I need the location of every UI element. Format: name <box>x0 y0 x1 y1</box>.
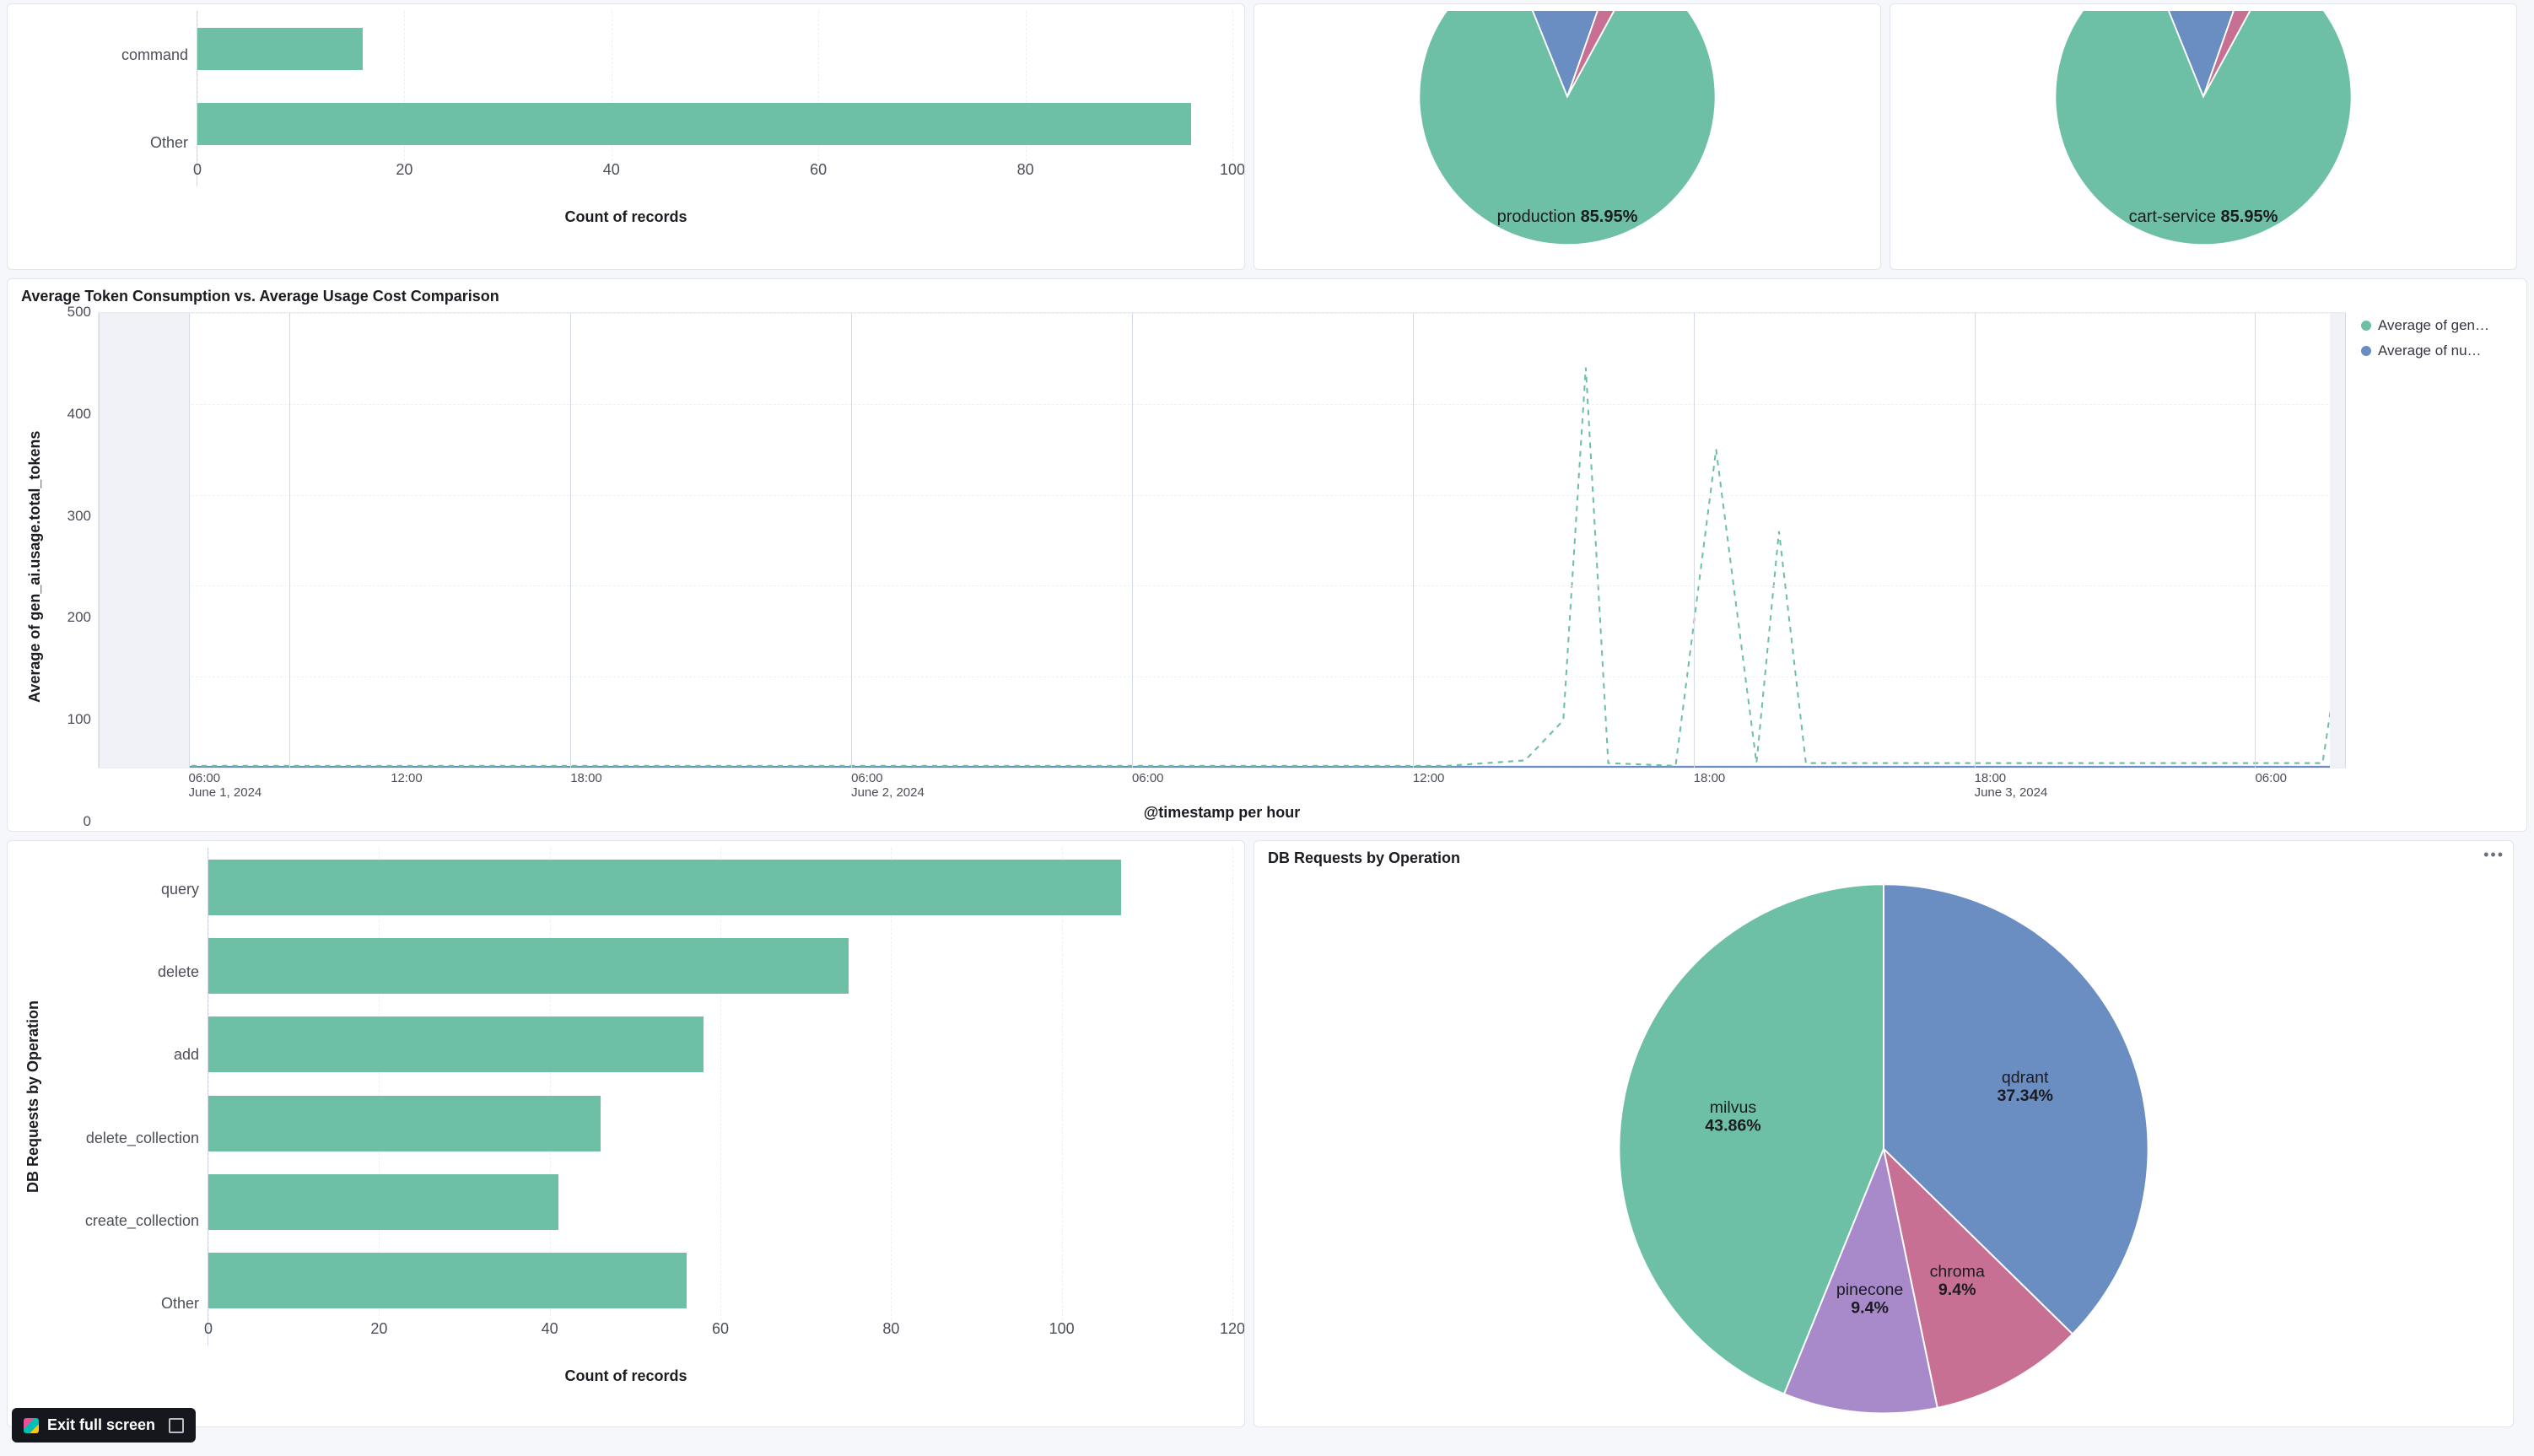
bar <box>208 1174 558 1230</box>
line-legend: Average of gen… Average of nu… <box>2346 312 2515 822</box>
svg-text:9.4%: 9.4% <box>1851 1299 1889 1318</box>
xtick: 06:00 <box>2255 771 2287 785</box>
xtick: 06:00June 2, 2024 <box>851 771 925 800</box>
kibana-logo-icon <box>24 1418 39 1433</box>
svg-text:9.4%: 9.4% <box>1938 1281 1976 1299</box>
xtick: 18:00 <box>1694 771 1726 785</box>
bar <box>208 1253 687 1308</box>
middle-row: Average Token Consumption vs. Average Us… <box>7 278 2527 832</box>
line-series <box>99 313 2345 768</box>
bottom-pie-title: DB Requests by Operation <box>1268 849 2501 867</box>
bar <box>208 1017 704 1072</box>
xtick: 80 <box>1017 161 1034 179</box>
exit-fullscreen-label: Exit full screen <box>47 1416 155 1434</box>
xtick: 18:00 <box>570 771 602 785</box>
xtick: 18:00June 3, 2024 <box>1975 771 2048 800</box>
bar <box>197 103 1191 145</box>
svg-text:43.86%: 43.86% <box>1705 1117 1760 1135</box>
ytick: 0 <box>84 813 91 830</box>
panel-bottom-pie: DB Requests by Operation ••• qdrant37.34… <box>1254 840 2514 1427</box>
legend-item-blue[interactable]: Average of nu… <box>2361 342 2515 359</box>
legend-dot-green-icon <box>2361 321 2371 331</box>
xtick: 20 <box>396 161 412 179</box>
panel-menu-icon[interactable]: ••• <box>2483 846 2504 864</box>
legend-item-green[interactable]: Average of gen… <box>2361 317 2515 334</box>
xtick: 80 <box>882 1320 899 1338</box>
dashboard-root: command Other 0 20 40 60 80 100 Count of recor… <box>0 0 2534 1456</box>
bar <box>197 28 363 70</box>
line-title: Average Token Consumption vs. Average Us… <box>21 288 2515 305</box>
ytick: 100 <box>67 711 91 728</box>
xtick: 100 <box>1220 161 1245 179</box>
svg-text:milvus: milvus <box>1710 1098 1757 1117</box>
bar-category: delete_collection <box>47 1130 208 1147</box>
bottom-bar-ylabel: DB Requests by Operation <box>19 848 47 1345</box>
xtick: 06:00June 1, 2024 <box>189 771 262 800</box>
pie-production-label: production 85.95% <box>1497 208 1638 227</box>
bar-category: Other <box>47 1295 208 1313</box>
xtick: 40 <box>603 161 620 179</box>
svg-text:pinecone: pinecone <box>1836 1281 1904 1299</box>
escape-key-icon <box>169 1418 184 1433</box>
bottom-bar-xlabel: Count of records <box>19 1367 1232 1385</box>
xtick: 100 <box>1049 1320 1075 1338</box>
ytick: 300 <box>67 508 91 525</box>
xtick: 40 <box>542 1320 558 1338</box>
top-bar-categories: command Other <box>19 11 197 186</box>
ytick: 200 <box>67 609 91 626</box>
bar-category: command <box>19 46 197 64</box>
top-bar-xlabel: Count of records <box>19 208 1232 226</box>
panel-top-pie-production: production 85.95% <box>1254 3 1881 270</box>
line-xlabel: @timestamp per hour <box>98 804 2346 822</box>
line-ylabel: Average of gen_ai.usage.total_tokens <box>19 312 51 822</box>
xtick: 12:00 <box>1413 771 1445 785</box>
bar-category: add <box>47 1046 208 1064</box>
xtick: 60 <box>810 161 827 179</box>
line-yaxis: 0100200300400500 <box>51 312 98 822</box>
legend-dot-blue-icon <box>2361 346 2371 356</box>
svg-text:chroma: chroma <box>1930 1263 1985 1281</box>
panel-top-pie-cartservice: cart-service 85.95% <box>1890 3 2517 270</box>
svg-text:37.34%: 37.34% <box>1997 1087 2052 1105</box>
xtick: 12:00 <box>391 771 423 785</box>
bar <box>208 938 849 994</box>
bottom-row: DB Requests by Operation query delete add d… <box>7 840 2527 1427</box>
top-row: command Other 0 20 40 60 80 100 Count of recor… <box>7 3 2527 270</box>
line-plot: 06:00June 1, 202412:0018:0006:00June 2, … <box>98 312 2346 768</box>
bar <box>208 860 1121 915</box>
xtick: 0 <box>193 161 202 179</box>
xtick: 20 <box>370 1320 387 1338</box>
pie-db-operations: qdrant37.34%chroma9.4%pinecone9.4%milvus… <box>1266 874 2501 1416</box>
bar-category: query <box>47 881 208 898</box>
bar-category: create_collection <box>47 1212 208 1230</box>
bar <box>208 1096 601 1151</box>
svg-text:qdrant: qdrant <box>2002 1069 2049 1087</box>
panel-line-tokens: Average Token Consumption vs. Average Us… <box>7 278 2527 832</box>
ytick: 400 <box>67 406 91 423</box>
xtick: 0 <box>204 1320 213 1338</box>
bottom-bar-categories: query delete add delete_collection create_co… <box>47 848 208 1345</box>
exit-fullscreen-button[interactable]: Exit full screen <box>12 1408 196 1443</box>
xtick: 06:00 <box>1132 771 1164 785</box>
bar-category: delete <box>47 963 208 981</box>
xtick: 120 <box>1220 1320 1245 1338</box>
panel-bottom-bar: DB Requests by Operation query delete add d… <box>7 840 1245 1427</box>
bar-category: Other <box>19 134 197 152</box>
top-bar-plot: 020406080100 <box>197 11 1232 186</box>
panel-top-bar: command Other 0 20 40 60 80 100 Count of recor… <box>7 3 1245 270</box>
bottom-bar-plot: 020406080100120 <box>208 848 1232 1345</box>
xtick: 60 <box>712 1320 729 1338</box>
pie-cartservice-label: cart-service 85.95% <box>2129 208 2278 227</box>
ytick: 500 <box>67 304 91 321</box>
